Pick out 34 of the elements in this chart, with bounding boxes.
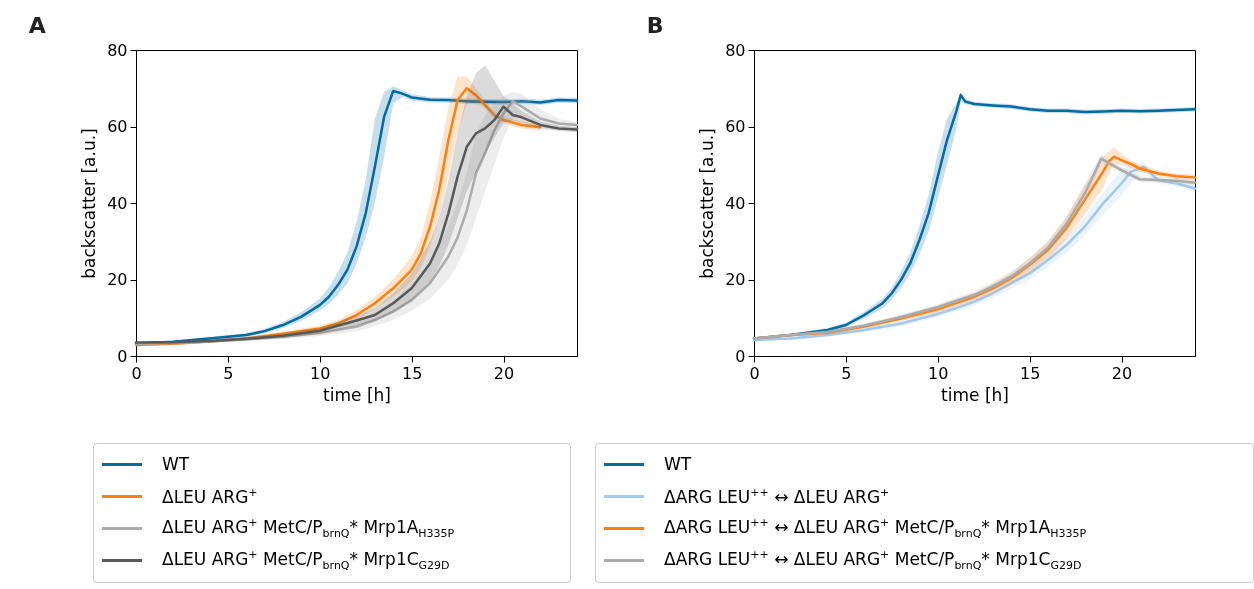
x-tick-label: 0	[749, 363, 760, 383]
legend-label: ΔARG LEU$^{++}$ ↔ ΔLEU ARG$^{+}$ MetC/P$_{brnQ}$* Mrp1C$_{G29D}$	[664, 547, 1082, 573]
x-tick-label: 20	[493, 363, 515, 383]
chart-title: B	[646, 13, 664, 38]
chart-title: A	[28, 13, 46, 38]
x-tick-label: 10	[310, 363, 331, 383]
y-axis-title: backscatter [a.u.]	[79, 128, 100, 279]
y-axis-title: backscatter [a.u.]	[697, 128, 718, 279]
x-axis-title: time [h]	[941, 384, 1009, 405]
legend-label: ΔARG LEU$^{++}$ ↔ ΔLEU ARG$^{+}$	[664, 485, 890, 507]
x-tick-label: 5	[223, 363, 234, 383]
x-tick-label: 5	[841, 363, 852, 383]
y-tick-label: 0	[735, 346, 746, 366]
y-tick-label: 40	[725, 193, 746, 213]
legend-label: WT	[664, 454, 692, 474]
y-tick-label: 80	[107, 40, 128, 60]
x-tick-label: 15	[1019, 363, 1041, 383]
x-tick-label: 15	[401, 363, 423, 383]
y-tick-label: 60	[107, 117, 128, 136]
y-tick-label: 20	[725, 270, 746, 289]
y-tick-label: 60	[725, 117, 746, 136]
x-tick-label: 10	[928, 363, 949, 383]
legend-label: WT	[162, 454, 190, 474]
y-tick-label: 20	[107, 270, 128, 289]
x-tick-label: 0	[131, 363, 142, 383]
y-tick-label: 80	[725, 40, 746, 60]
legend-label: ΔLEU ARG$^{+}$	[162, 485, 258, 507]
legend-label: ΔLEU ARG$^{+}$ MetC/P$_{brnQ}$* Mrp1C$_{G29D}$	[162, 547, 450, 573]
y-tick-label: 40	[107, 193, 128, 213]
legend-label: ΔARG LEU$^{++}$ ↔ ΔLEU ARG$^{+}$ MetC/P$_{brnQ}$* Mrp1A$_{H335P}$	[664, 515, 1087, 541]
y-tick-label: 0	[117, 346, 128, 366]
x-tick-label: 20	[1111, 363, 1133, 383]
x-axis-title: time [h]	[323, 384, 391, 405]
legend-label: ΔLEU ARG$^{+}$ MetC/P$_{brnQ}$* Mrp1A$_{H335P}$	[162, 515, 455, 541]
